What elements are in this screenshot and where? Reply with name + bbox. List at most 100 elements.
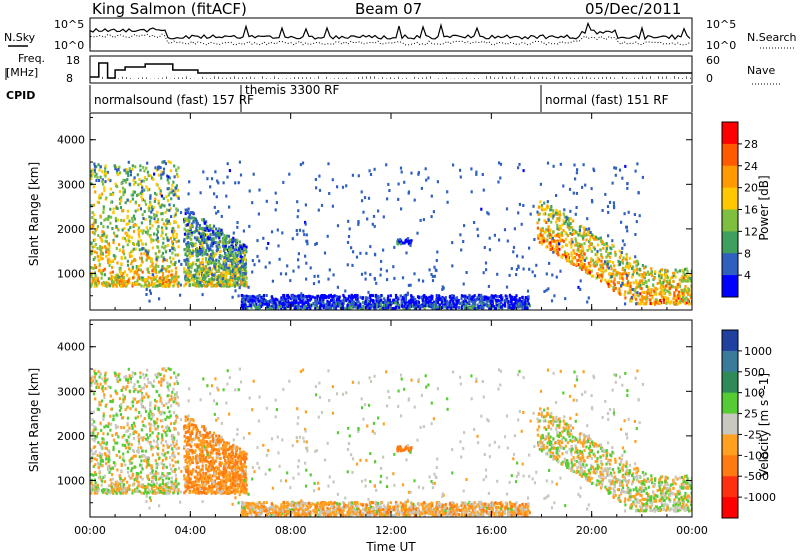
power-cell bbox=[376, 294, 379, 298]
power-cell bbox=[234, 252, 237, 255]
power-cell bbox=[148, 215, 151, 219]
power-cell bbox=[103, 189, 106, 193]
power-cell bbox=[290, 296, 294, 300]
power-cell bbox=[588, 240, 591, 244]
power-cell bbox=[357, 174, 360, 178]
velocity-cell bbox=[124, 386, 127, 389]
power-cell bbox=[132, 223, 135, 227]
power-cell bbox=[108, 244, 111, 248]
power-cell bbox=[588, 247, 592, 251]
power-cell bbox=[486, 211, 489, 215]
power-cell bbox=[395, 301, 398, 305]
power-cell bbox=[293, 294, 296, 298]
power-cell bbox=[618, 249, 621, 253]
velocity-cell bbox=[109, 484, 112, 488]
power-cell bbox=[322, 306, 325, 310]
power-cell bbox=[134, 201, 137, 205]
power-cell bbox=[395, 296, 398, 299]
power-cell bbox=[409, 283, 412, 287]
power-cell bbox=[337, 299, 340, 303]
power-cell bbox=[185, 263, 188, 267]
power-cell bbox=[301, 305, 304, 309]
power-cell bbox=[256, 295, 259, 298]
power-cell bbox=[476, 296, 479, 300]
power-cell bbox=[438, 303, 441, 307]
power-cell bbox=[274, 297, 277, 301]
power-cell bbox=[158, 270, 161, 274]
power-cell bbox=[115, 170, 119, 174]
power-cell bbox=[199, 261, 202, 265]
nave-label: Nave bbox=[747, 64, 775, 77]
velocity-cell bbox=[94, 472, 97, 476]
power-cell bbox=[570, 261, 573, 265]
power-cell bbox=[140, 197, 144, 201]
velocity-cell bbox=[118, 397, 121, 401]
power-cell bbox=[371, 222, 374, 226]
velocity-cell bbox=[131, 466, 134, 470]
power-cell bbox=[516, 305, 519, 309]
power-cell bbox=[195, 249, 198, 253]
power-cell bbox=[586, 300, 589, 304]
power-cell bbox=[209, 232, 212, 236]
power-cell bbox=[209, 244, 212, 248]
power-cell bbox=[212, 254, 216, 258]
power-cell bbox=[624, 302, 627, 306]
power-cell bbox=[151, 176, 154, 180]
velocity-cell bbox=[121, 435, 124, 439]
power-cell bbox=[565, 217, 568, 221]
power-cell bbox=[183, 238, 186, 242]
power-cell bbox=[319, 295, 322, 299]
power-cell bbox=[443, 300, 446, 304]
power-cell bbox=[132, 182, 136, 186]
power-cell bbox=[585, 265, 588, 269]
power-cell bbox=[362, 306, 365, 310]
power-cell bbox=[211, 227, 214, 230]
power-cell bbox=[186, 217, 189, 221]
power-cell bbox=[346, 304, 349, 308]
power-cell bbox=[104, 180, 107, 184]
power-cell bbox=[94, 278, 97, 282]
power-cell bbox=[156, 230, 160, 234]
power-cell bbox=[578, 225, 581, 229]
power-cell bbox=[377, 297, 380, 301]
power-cell bbox=[211, 249, 214, 253]
power-cell bbox=[231, 258, 235, 262]
power-cell bbox=[350, 246, 353, 250]
power-cell bbox=[144, 218, 147, 221]
velocity-cell bbox=[177, 373, 180, 377]
velocity-cell bbox=[134, 416, 137, 420]
power-cell bbox=[624, 272, 627, 276]
power-cell bbox=[516, 254, 519, 258]
power-cell bbox=[690, 301, 692, 305]
power-cell bbox=[252, 303, 255, 307]
power-cell bbox=[296, 232, 299, 236]
power-cell bbox=[379, 273, 382, 277]
power-cell bbox=[580, 243, 583, 247]
power-cell bbox=[154, 166, 157, 170]
power-cell bbox=[219, 274, 222, 278]
power-cell bbox=[241, 247, 244, 251]
power-cell bbox=[150, 210, 153, 214]
power-cell bbox=[547, 287, 550, 291]
power-cell bbox=[592, 245, 595, 249]
power-cell bbox=[305, 297, 308, 301]
power-cell bbox=[470, 304, 473, 308]
power-cell bbox=[220, 240, 223, 244]
power-cell bbox=[134, 247, 137, 251]
power-cell bbox=[158, 297, 161, 301]
power-cell bbox=[359, 251, 362, 255]
power-cell bbox=[447, 305, 450, 309]
power-cell bbox=[629, 291, 632, 295]
power-cell bbox=[327, 162, 330, 166]
power-cell bbox=[599, 248, 602, 252]
power-cell bbox=[498, 299, 501, 303]
velocity-cell bbox=[175, 447, 178, 451]
power-cell bbox=[634, 169, 637, 173]
power-cell bbox=[141, 186, 144, 190]
power-cell bbox=[234, 289, 237, 293]
power-cell bbox=[276, 228, 279, 232]
power-cell bbox=[529, 212, 532, 216]
power-cell bbox=[166, 174, 169, 178]
power-cell bbox=[422, 279, 425, 283]
power-cell bbox=[221, 280, 224, 284]
